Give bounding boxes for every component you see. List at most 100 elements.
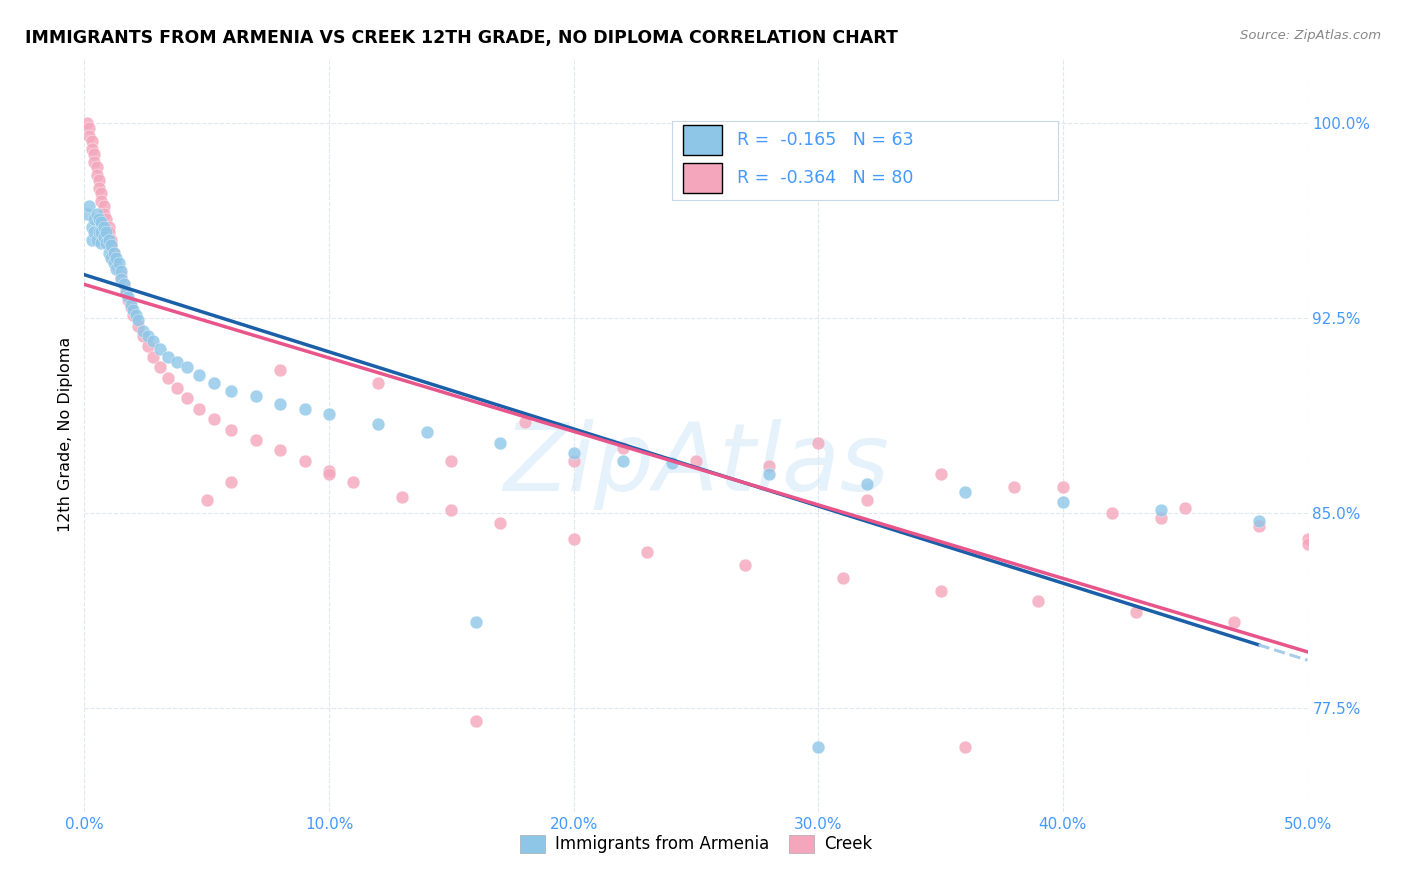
Point xyxy=(318,407,340,421)
Point xyxy=(77,199,100,213)
Point xyxy=(120,301,142,315)
Point xyxy=(269,363,291,377)
Point xyxy=(86,160,108,174)
Point xyxy=(76,207,98,221)
Point xyxy=(636,545,658,559)
Point xyxy=(342,475,364,489)
Point xyxy=(96,212,118,227)
Point xyxy=(612,454,634,468)
Point xyxy=(97,219,120,234)
Point xyxy=(100,238,122,252)
Text: Source: ZipAtlas.com: Source: ZipAtlas.com xyxy=(1240,29,1381,42)
Point xyxy=(166,355,188,369)
Point xyxy=(112,277,135,291)
Point xyxy=(80,134,103,148)
Point xyxy=(83,212,105,227)
Point xyxy=(1052,480,1074,494)
Point xyxy=(86,233,108,247)
Point xyxy=(115,285,138,299)
Point xyxy=(1028,594,1050,608)
Point xyxy=(489,516,512,531)
Point xyxy=(318,467,340,481)
Point xyxy=(90,194,112,208)
Point xyxy=(188,401,211,416)
Point xyxy=(758,458,780,473)
Point xyxy=(125,308,148,322)
Point xyxy=(219,423,242,437)
Point xyxy=(83,225,105,239)
Point xyxy=(97,225,120,239)
Text: R =  -0.165   N = 63: R = -0.165 N = 63 xyxy=(737,131,914,149)
Point xyxy=(136,329,159,343)
Point xyxy=(831,571,853,585)
Point xyxy=(110,272,132,286)
Point xyxy=(195,492,218,507)
Point xyxy=(142,350,165,364)
Point xyxy=(1223,615,1246,629)
Point xyxy=(87,212,110,227)
Point xyxy=(105,251,128,265)
Point xyxy=(929,467,952,481)
Point xyxy=(93,199,115,213)
Point xyxy=(318,464,340,478)
Point xyxy=(391,490,413,504)
Point xyxy=(1247,518,1270,533)
Point xyxy=(176,392,198,406)
Point xyxy=(90,215,112,229)
Point xyxy=(112,277,135,291)
Point xyxy=(440,454,463,468)
Point xyxy=(1247,514,1270,528)
Point xyxy=(117,293,139,307)
Point xyxy=(90,225,112,239)
Point xyxy=(87,181,110,195)
Point xyxy=(367,376,389,390)
Point xyxy=(807,739,830,754)
Point xyxy=(1101,506,1123,520)
Point xyxy=(100,251,122,265)
Point xyxy=(86,168,108,182)
Point xyxy=(86,207,108,221)
Point xyxy=(219,475,242,489)
Point xyxy=(77,121,100,136)
Point xyxy=(80,219,103,234)
Point xyxy=(149,342,172,356)
Point xyxy=(87,173,110,187)
Point xyxy=(807,435,830,450)
Point xyxy=(758,467,780,481)
Point xyxy=(1296,532,1319,546)
Point xyxy=(562,446,585,460)
Point xyxy=(127,313,149,327)
Point xyxy=(661,457,683,471)
Point xyxy=(103,246,125,260)
Point xyxy=(105,261,128,276)
Point xyxy=(1296,537,1319,551)
Point xyxy=(96,235,118,250)
Text: R =  -0.364   N = 80: R = -0.364 N = 80 xyxy=(737,169,914,187)
Point xyxy=(1174,500,1197,515)
Point xyxy=(76,116,98,130)
Point xyxy=(176,360,198,375)
Point xyxy=(219,384,242,398)
Point xyxy=(103,246,125,260)
Point xyxy=(856,477,879,491)
Point xyxy=(202,376,225,390)
Text: IMMIGRANTS FROM ARMENIA VS CREEK 12TH GRADE, NO DIPLOMA CORRELATION CHART: IMMIGRANTS FROM ARMENIA VS CREEK 12TH GR… xyxy=(25,29,898,46)
Point xyxy=(97,246,120,260)
Point xyxy=(100,233,122,247)
Point xyxy=(1125,605,1147,619)
Point xyxy=(188,368,211,382)
Point xyxy=(93,207,115,221)
Point xyxy=(149,360,172,375)
Point xyxy=(132,329,155,343)
Point xyxy=(87,225,110,239)
Point xyxy=(96,225,118,239)
Point xyxy=(80,233,103,247)
Point xyxy=(132,324,155,338)
Point xyxy=(245,389,267,403)
Point xyxy=(269,443,291,458)
Point xyxy=(269,397,291,411)
Point xyxy=(90,235,112,250)
Point xyxy=(489,435,512,450)
Point xyxy=(110,269,132,284)
Legend: Immigrants from Armenia, Creek: Immigrants from Armenia, Creek xyxy=(513,828,879,860)
